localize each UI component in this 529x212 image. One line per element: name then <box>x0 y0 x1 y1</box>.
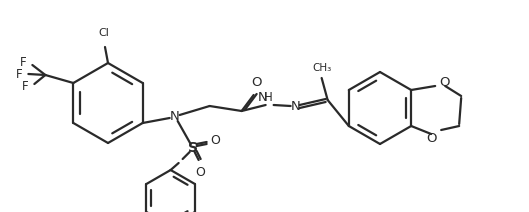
Text: Cl: Cl <box>98 28 110 38</box>
Text: F: F <box>20 57 26 70</box>
Text: CH₃: CH₃ <box>312 63 331 73</box>
Text: F: F <box>16 68 23 81</box>
Text: O: O <box>251 77 262 89</box>
Text: O: O <box>211 134 221 148</box>
Text: O: O <box>439 75 450 88</box>
Text: N: N <box>291 99 300 113</box>
Text: N: N <box>258 91 268 103</box>
Text: H: H <box>264 91 273 103</box>
Text: F: F <box>22 80 29 92</box>
Text: S: S <box>188 141 198 155</box>
Text: O: O <box>196 166 206 179</box>
Text: N: N <box>170 110 179 123</box>
Text: O: O <box>426 131 436 145</box>
